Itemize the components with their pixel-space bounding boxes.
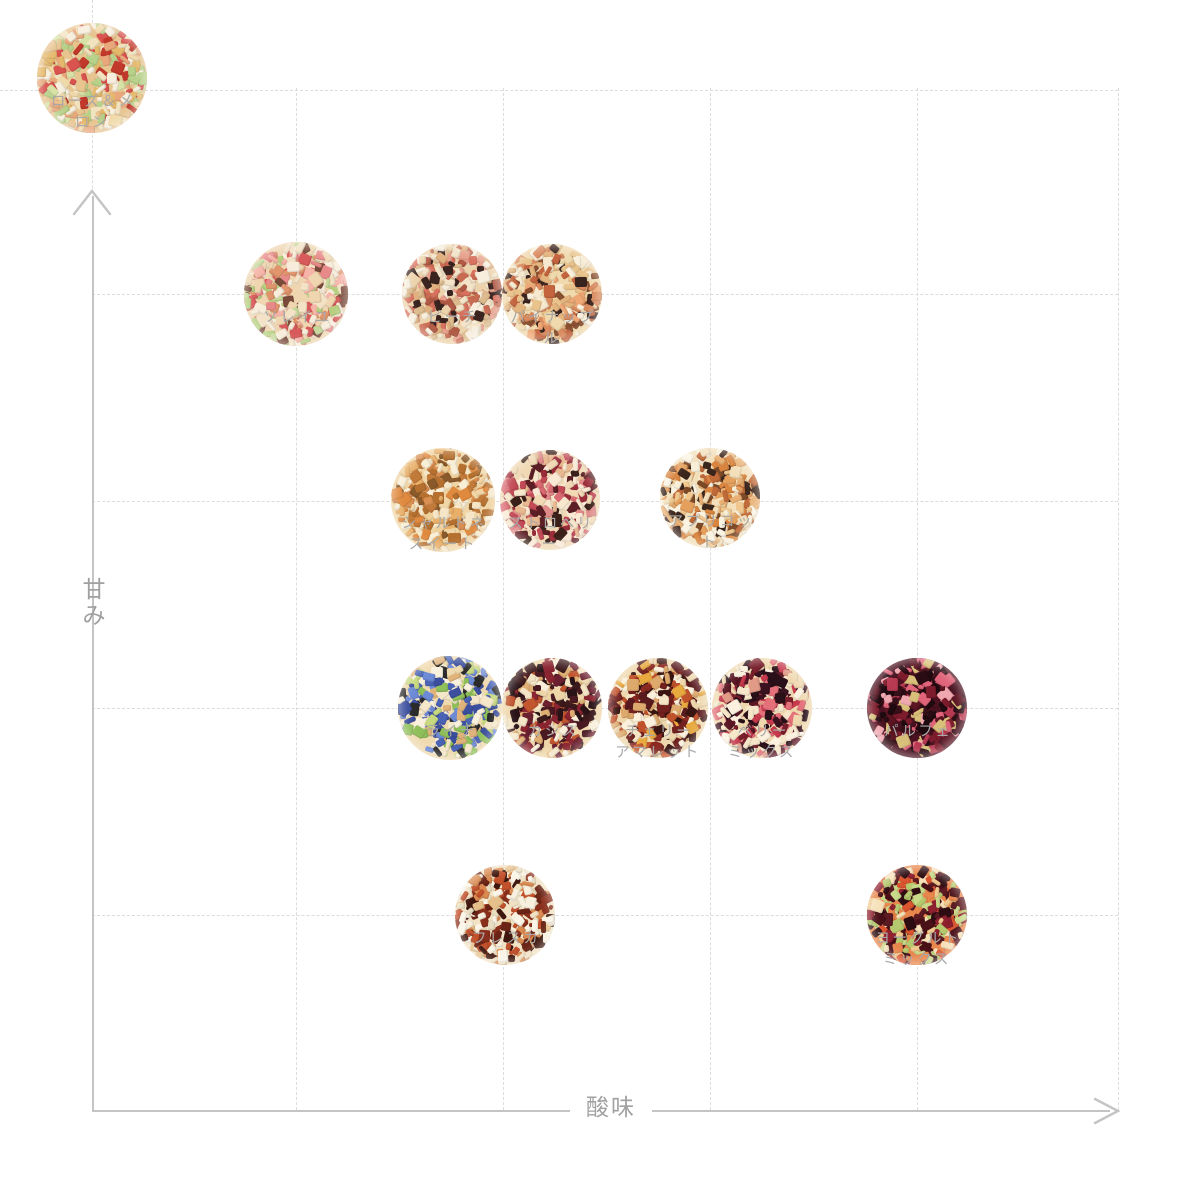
point-label: ストロベリー <box>508 516 595 554</box>
x-axis-label: 酸味 <box>570 1095 652 1122</box>
gridline-vertical-5 <box>1118 88 1119 1110</box>
point-label: シャルドネ スイート <box>401 516 488 554</box>
chart-point[interactable]: ヨーグルトミックス <box>817 865 1017 968</box>
point-label: ライチ <box>425 724 477 740</box>
point-label: チェリー アマレット <box>615 724 701 762</box>
point-label: パルフェ <box>884 724 953 740</box>
chart-point[interactable]: シャルドネ スイート <box>343 448 543 553</box>
chart-point[interactable]: ストロベリー <box>450 450 650 553</box>
gridline-horizontal-5 <box>0 90 1118 91</box>
blend-swatch <box>391 448 495 552</box>
blend-swatch <box>608 658 708 758</box>
blend-rim-shading <box>244 242 348 346</box>
gridline-horizontal-2 <box>92 708 1118 709</box>
gridline-vertical-1 <box>296 88 297 1110</box>
point-label: カシス <box>527 724 579 740</box>
blend-swatch <box>500 450 600 550</box>
gridline-horizontal-4 <box>92 294 1118 295</box>
point-label: ローズ＆メロン <box>50 94 136 132</box>
blend-swatch <box>37 23 147 133</box>
chart-point[interactable]: ライチ <box>350 656 550 760</box>
blend-swatch <box>502 658 602 758</box>
gridline-horizontal-1 <box>92 915 1118 916</box>
blend-swatch <box>402 244 502 344</box>
chart-point[interactable]: カシス <box>452 658 652 758</box>
point-label: ソレイユ <box>263 310 332 326</box>
blend-swatch <box>712 658 812 758</box>
gridline-vertical-2 <box>503 88 504 1110</box>
point-label: ピーチ <box>427 310 479 326</box>
blend-swatch <box>867 658 967 758</box>
blend-swatch <box>867 865 967 965</box>
chart-point[interactable]: アプリコット <box>610 448 810 551</box>
point-label: ヨーグルトミックス <box>875 931 962 969</box>
chart-point[interactable]: パルフェ <box>817 658 1017 758</box>
y-axis-label: 甘み <box>82 577 108 629</box>
point-label: アプリコット <box>668 514 755 552</box>
chart-point[interactable]: パイナップル <box>452 244 652 347</box>
chart-point[interactable]: ピーチ <box>352 244 552 344</box>
blend-swatch <box>244 242 348 346</box>
blend-swatch <box>455 865 555 965</box>
gridline-vertical-3 <box>710 88 711 1110</box>
chart-point[interactable]: チェリー アマレット <box>558 658 758 761</box>
chart-point[interactable]: ローズ＆メロン <box>0 23 192 133</box>
blend-swatch <box>502 244 602 344</box>
blend-swatch <box>398 656 502 760</box>
blend-swatch <box>660 448 760 548</box>
chart-point[interactable]: ソレイユ <box>196 242 396 346</box>
point-label: ベリー ミックス <box>728 724 796 762</box>
point-label: パイナップル <box>510 310 596 348</box>
gridline-vertical-4 <box>917 88 918 1110</box>
y-axis-line <box>92 196 94 1110</box>
arrow-right-icon <box>1092 1096 1122 1126</box>
point-label: フレスカ <box>472 931 541 947</box>
chart-point[interactable]: フレスカ <box>405 865 605 965</box>
chart-point[interactable]: ベリー ミックス <box>662 658 862 761</box>
gridline-horizontal-3 <box>92 501 1118 502</box>
arrow-up-icon <box>71 188 113 216</box>
